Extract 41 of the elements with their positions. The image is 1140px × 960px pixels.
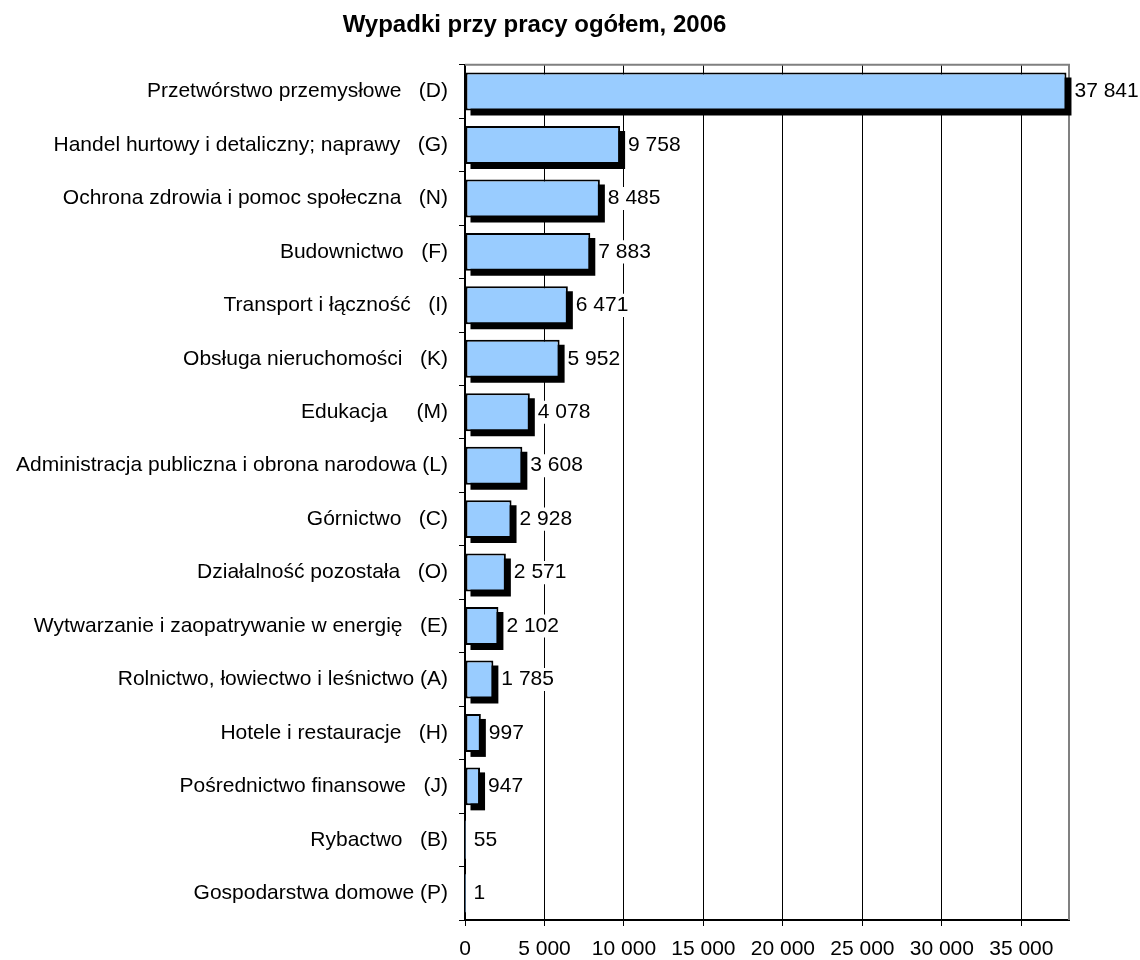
data-label: 6 471 [575, 292, 629, 316]
data-label: 9 758 [628, 131, 681, 155]
y-tick-label: Wytwarzanie i zaopatrywanie w energię (E) [33, 612, 448, 636]
y-tick-label: Przetwórstwo przemysłowe (D) [146, 78, 448, 102]
data-label: 4 078 [537, 399, 591, 423]
chart-title: Wypadki przy pracy ogółem, 2006 [342, 10, 727, 38]
y-tick-label: Obsługa nieruchomości (K) [183, 345, 448, 369]
data-label: 55 [473, 826, 498, 850]
data-label: 947 [488, 773, 524, 797]
x-tick-label: 25 000 [830, 936, 895, 960]
x-tick-label: 20 000 [750, 936, 816, 960]
x-tick-label: 15 000 [671, 936, 736, 960]
data-label: 997 [488, 719, 524, 743]
data-label: 2 571 [513, 559, 567, 583]
y-tick-label: Transport i łączność (I) [223, 292, 448, 316]
data-label: 2 102 [506, 612, 559, 636]
x-tick-label: 35 000 [989, 936, 1054, 960]
data-label: 2 928 [519, 505, 573, 529]
data-label: 8 485 [607, 185, 661, 209]
data-label: 37 841 [1074, 78, 1139, 102]
y-tick-label: Rybactwo (B) [310, 826, 448, 850]
x-tick-label: 5 000 [518, 936, 571, 960]
y-tick-label: Budownictwo (F) [279, 238, 448, 262]
y-tick-label: Handel hurtowy i detaliczny; naprawy (G) [53, 131, 448, 155]
x-tick-label: 0 [459, 936, 471, 960]
data-label: 1 785 [501, 666, 554, 690]
y-tick-label: Hotele i restauracje (H) [220, 719, 448, 743]
x-tick-label: 10 000 [591, 936, 657, 960]
data-label: 3 608 [530, 452, 583, 476]
y-tick-label: Górnictwo (C) [306, 505, 448, 529]
x-tick-label: 30 000 [909, 936, 974, 960]
data-label: 5 952 [567, 345, 621, 369]
y-tick-label: Edukacja (M) [300, 399, 448, 423]
y-tick-label: Administracja publiczna i obrona narodowa (L) [16, 452, 448, 476]
y-tick-label: Działalność pozostała (O) [197, 559, 448, 583]
y-tick-label: Ochrona zdrowia i pomoc społeczna (N) [62, 185, 448, 209]
data-label: 1 [473, 880, 486, 904]
data-label: 7 883 [598, 238, 651, 262]
y-tick-label: Gospodarstwa domowe (P) [193, 880, 448, 904]
y-tick-label: Pośrednictwo finansowe (J) [179, 773, 448, 797]
y-tick-label: Rolnictwo, łowiectwo i leśnictwo (A) [117, 666, 448, 690]
